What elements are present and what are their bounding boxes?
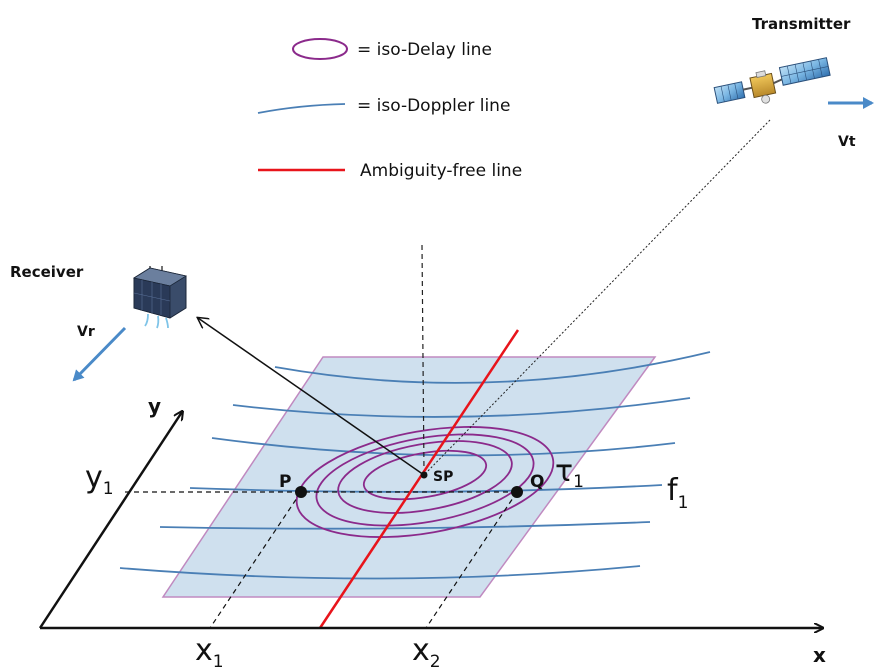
iso-doppler-line: [274, 351, 711, 384]
y-axis-label: y: [148, 394, 161, 418]
sp-label: SP: [433, 469, 453, 485]
iso-doppler-line: [159, 521, 651, 530]
transmitter-label: Transmitter: [752, 15, 851, 33]
points: SP P Q: [279, 469, 544, 498]
surface-normal-line: [421, 244, 425, 473]
iso-doppler-line: [211, 437, 676, 457]
q-point: [511, 486, 523, 498]
y1-subscript: 1: [103, 479, 114, 499]
receiver: Receiver Vr: [10, 263, 188, 382]
q-label: Q: [530, 472, 544, 492]
geometry-lines: [125, 119, 771, 629]
transmitter-satellite-icon: [713, 57, 831, 104]
legend-iso-delay-label: = iso-Delay line: [357, 40, 492, 60]
x1-label: x1: [195, 633, 224, 671]
sp-point: [420, 471, 428, 479]
axes: y x: [38, 394, 826, 667]
receiver-satellite-icon: [132, 266, 188, 329]
x2-symbol: x: [412, 633, 430, 668]
x2-label: x2: [412, 633, 441, 671]
legend-iso-delay-swatch: [292, 38, 348, 60]
receiver-velocity-arrow: [72, 326, 127, 382]
transmitter: Transmitter: [713, 15, 874, 150]
receiver-label: Receiver: [10, 263, 84, 281]
sp-to-receiver-arrow: [198, 318, 425, 476]
legend-iso-doppler-swatch: [257, 103, 346, 114]
iso-delay-lines: [295, 426, 555, 538]
tau-label: τ1: [555, 454, 584, 492]
ambiguity-free-line: [318, 329, 520, 629]
tau-symbol: τ: [555, 454, 573, 489]
iso-doppler-lines: [119, 351, 711, 580]
x2-subscript: 2: [430, 652, 441, 671]
iso-delay-ellipse: [362, 449, 488, 501]
x1-projection-line: [209, 491, 302, 629]
x1-symbol: x: [195, 633, 213, 668]
surface-plane: [161, 356, 657, 598]
x-axis-label: x: [813, 643, 826, 667]
iso-doppler-line: [119, 565, 641, 580]
f-symbol: f: [667, 473, 679, 508]
f-subscript: 1: [678, 493, 689, 513]
iso-delay-ellipse: [315, 433, 535, 527]
legend: = iso-Delay line = iso-Doppler line Ambi…: [257, 38, 522, 181]
transmitter-to-sp-line: [423, 119, 771, 476]
legend-ambiguity-free-label: Ambiguity-free line: [360, 161, 522, 181]
p-point: [295, 486, 307, 498]
iso-delay-ellipse: [295, 426, 555, 538]
iso-delay-ellipse: [337, 440, 513, 514]
math-labels: τ1 f1 y1 x1 x2: [85, 454, 688, 671]
x1-subscript: 1: [213, 652, 224, 671]
receiver-velocity-label: Vr: [77, 324, 95, 340]
transmitter-velocity-label: Vt: [838, 134, 856, 150]
p-label: P: [279, 472, 291, 492]
y-axis: [38, 412, 182, 629]
y1-label: y1: [85, 460, 114, 499]
f-label: f1: [667, 473, 688, 513]
tau-subscript: 1: [573, 472, 584, 492]
legend-iso-doppler-label: = iso-Doppler line: [357, 96, 510, 116]
y1-symbol: y: [85, 460, 103, 495]
x2-projection-line: [425, 491, 518, 629]
